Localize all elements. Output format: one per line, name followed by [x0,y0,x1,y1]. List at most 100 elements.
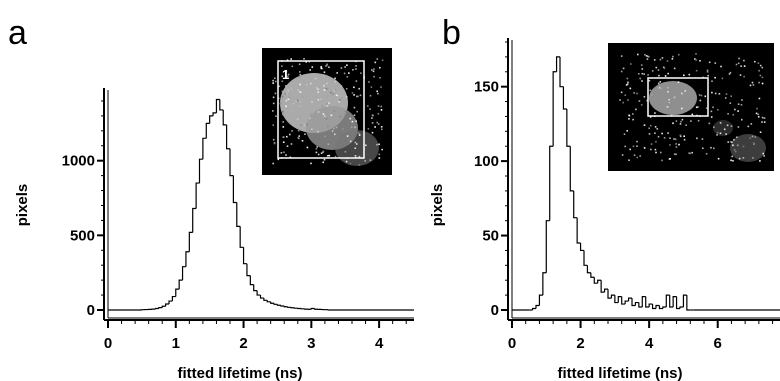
speckle [752,142,755,144]
speckle [655,151,657,154]
histogram-bin [655,304,660,309]
speckle [347,121,350,124]
histogram-bin [648,303,653,308]
speckle [282,136,285,138]
speckle [695,59,697,61]
speckle [349,140,352,143]
speckle [344,113,346,115]
speckle [355,120,357,122]
speckle [278,85,280,88]
speckle [756,107,758,110]
speckle [351,120,354,123]
histogram-bin [205,122,210,139]
histogram-bin [198,158,203,184]
speckle [306,146,309,149]
speckle [381,128,383,131]
speckle [759,64,762,67]
speckle [761,121,763,123]
speckle [727,141,729,143]
speckle [743,59,745,62]
speckle [297,137,300,139]
speckle [641,80,643,82]
speckle [346,64,348,66]
speckle [334,81,337,83]
speckle [743,65,746,67]
speckle [737,110,739,112]
speckle [717,109,719,111]
speckle [636,140,638,143]
speckle [721,77,724,80]
histogram-bin [631,298,636,307]
speckle [640,104,643,106]
speckle [320,152,323,154]
speckle [735,63,738,66]
speckle [376,58,379,60]
speckle [355,80,358,82]
histogram-bin [242,247,247,265]
histogram-bin [222,109,227,126]
panel-letter: a [8,14,27,52]
speckle [282,141,285,143]
speckle [672,122,674,124]
speckle [297,84,300,86]
histogram-bin [215,98,220,113]
speckle [324,135,326,138]
speckle [344,151,347,153]
speckle [315,151,318,154]
speckle [316,146,318,148]
speckle [339,99,341,101]
speckle [272,102,275,105]
speckle [374,61,377,64]
speckle [754,60,756,63]
speckle [339,115,342,118]
speckle [311,128,313,130]
speckle [354,126,356,129]
x-tick-label: 2 [239,335,247,352]
y-tick-label: 1000 [62,153,95,170]
speckle [742,157,745,159]
speckle [636,92,638,95]
speckle [346,76,349,78]
speckle [649,89,652,92]
speckle [330,91,332,94]
speckle [352,69,354,71]
speckle [326,63,328,66]
speckle [656,128,659,130]
speckle [380,86,382,88]
panel-a: a 0 500 1000 0 1 2 3 4 fitted lifetime (ns) pixels… [8,14,414,381]
speckle [351,92,354,94]
speckle [759,160,761,162]
speckle [752,157,754,159]
speckle [663,67,666,69]
speckle [710,110,713,113]
speckle [326,82,328,85]
speckle [314,77,317,80]
speckle [334,155,337,158]
speckle [667,86,669,89]
speckle [298,63,301,66]
histogram-bin [185,251,190,267]
histogram-bin [310,307,315,310]
histogram-bin [641,296,646,308]
speckle [272,138,275,141]
speckle [711,91,713,94]
speckle [734,108,736,111]
speckle [371,117,373,119]
speckle [326,102,329,105]
speckle [655,140,657,143]
speckle [299,101,302,103]
speckle [357,95,359,98]
speckle [322,150,325,153]
speckle [761,116,764,119]
speckle [340,85,343,87]
speckle [358,134,361,136]
speckle [681,92,683,95]
speckle [344,110,347,113]
speckle [683,74,685,77]
speckle [317,88,319,90]
speckle [688,152,690,154]
speckle [719,132,722,135]
speckle [281,95,284,98]
speckle [661,132,663,135]
speckle [645,55,648,57]
